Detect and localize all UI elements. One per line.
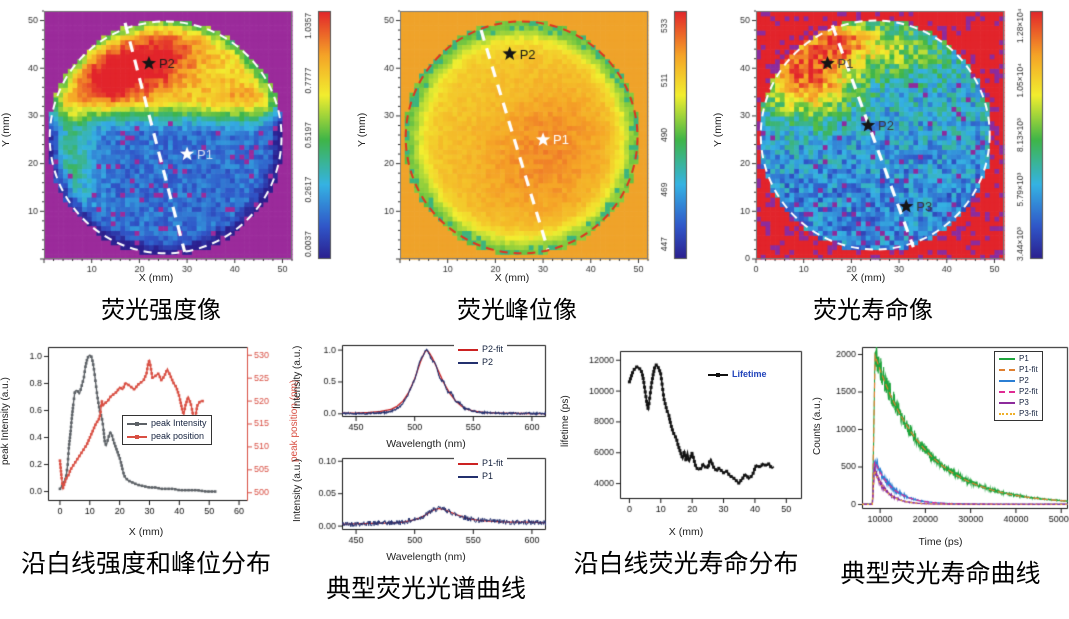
fluorescence-lifetime-panel: Y (mm) X (mm) 荧光寿命像	[712, 6, 1068, 325]
y-axis-label: Intensity (a.u.)	[292, 458, 303, 522]
legend-entry: P2-fit	[458, 343, 503, 356]
legend-label: P1-fit	[482, 458, 504, 468]
legend-label: peak position	[151, 431, 205, 441]
lifetime-profile-caption: 沿白线荧光寿命分布	[573, 551, 799, 578]
spectrum-p1-legend: P1-fit P1	[454, 456, 508, 484]
intensity-peak-profile-panel: peak Intensity (a.u.) peak position (nm)…	[0, 339, 300, 605]
x-axis-label: X (mm)	[668, 526, 704, 538]
y-axis-label: Counts (a.u.)	[812, 397, 823, 455]
decay-legend: P1 P1-fit P2 P2-fit P3 P3-fit	[994, 351, 1043, 421]
intensity-image-caption: 荧光强度像	[101, 298, 221, 324]
peak-image-caption: 荧光峰位像	[457, 298, 577, 324]
spectrum-p1-canvas	[304, 452, 554, 552]
left-y-axis-label: peak Intensity (a.u.)	[0, 377, 11, 465]
x-axis-label: Time (ps)	[918, 536, 963, 548]
legend-label: P2-fit	[482, 344, 504, 354]
profile-legend: peak Intensity peak position	[122, 415, 212, 445]
x-axis-label: X (mm)	[128, 526, 164, 538]
y-axis-label: Y (mm)	[712, 112, 724, 148]
lifetime-profile-canvas	[572, 339, 812, 527]
heatmap-row: Y (mm) X (mm) 荧光强度像 Y (mm) X (mm) 荧光峰位像 …	[0, 6, 1069, 325]
x-axis-label: Wavelength (nm)	[386, 438, 466, 450]
profile-caption: 沿白线强度和峰位分布	[20, 551, 271, 578]
legend-label: P3	[1019, 398, 1029, 407]
decay-chart: Counts (a.u.) P1 P1-fit P2 P2-fit P3 P3-…	[812, 339, 1069, 537]
lifetime-image-caption: 荧光寿命像	[813, 298, 933, 324]
peak-heatmap-canvas	[370, 6, 706, 274]
fluorescence-peak-position-panel: Y (mm) X (mm) 荧光峰位像	[356, 6, 712, 325]
legend-label: P1	[1019, 354, 1029, 363]
legend-label: P2-fit	[1019, 387, 1038, 396]
legend-label: P3-fit	[1019, 409, 1038, 418]
p2-fit-swatch	[458, 348, 478, 351]
p2-swatch	[458, 361, 478, 364]
lifetime-profile-chart: lifetime (ps) Lifetime	[560, 339, 812, 527]
spectrum-p1-chart: Intensity (a.u.) P1-fit P1	[292, 452, 554, 552]
legend-entry: P2	[458, 356, 503, 369]
figure: Y (mm) X (mm) 荧光强度像 Y (mm) X (mm) 荧光峰位像 …	[0, 6, 1069, 605]
y-axis-label: Y (mm)	[0, 112, 12, 148]
profile-chart: peak Intensity (a.u.) peak position (nm)…	[0, 339, 300, 527]
peak-heatmap-plot: Y (mm)	[356, 6, 712, 274]
p3-fit-swatch	[999, 412, 1015, 415]
intensity-heatmap-canvas	[14, 6, 350, 274]
x-axis-label: X (mm)	[850, 272, 886, 284]
y-axis-label: Intensity (a.u.)	[292, 345, 303, 409]
legend-entry: Lifetime	[708, 368, 767, 381]
p2-fit-swatch	[999, 390, 1015, 393]
peak-intensity-swatch	[127, 421, 147, 426]
legend-label: peak Intensity	[151, 418, 207, 428]
peak-position-swatch	[127, 434, 147, 439]
legend-entry: peak Intensity	[127, 417, 207, 430]
legend-entry: P1	[458, 470, 503, 483]
p2-swatch	[999, 379, 1015, 382]
lifetime-legend: Lifetime	[704, 367, 771, 382]
decay-caption: 典型荧光寿命曲线	[840, 561, 1041, 588]
charts-row: peak Intensity (a.u.) peak position (nm)…	[0, 339, 1069, 605]
lifetime-profile-panel: lifetime (ps) Lifetime X (mm) 沿白线荧光寿命分布	[560, 339, 812, 605]
legend-entry: P1-fit	[458, 457, 503, 470]
x-axis-label: X (mm)	[138, 272, 174, 284]
x-axis-label: X (mm)	[494, 272, 530, 284]
legend-label: P2	[1019, 376, 1029, 385]
lifetime-heatmap-plot: Y (mm)	[712, 6, 1068, 274]
p3-swatch	[999, 401, 1015, 404]
y-axis-label: Y (mm)	[356, 112, 368, 148]
fluorescence-intensity-panel: Y (mm) X (mm) 荧光强度像	[0, 6, 356, 325]
spectrum-p2-canvas	[304, 339, 554, 439]
spectra-panel: Intensity (a.u.) P2-fit P2 Wavelength (n…	[292, 339, 560, 605]
x-axis-label: Wavelength (nm)	[386, 551, 466, 563]
spectrum-p2-legend: P2-fit P2	[454, 342, 508, 370]
legend-entry: peak position	[127, 430, 207, 443]
lifetime-swatch	[708, 372, 728, 377]
marker-square	[135, 421, 139, 426]
lifetime-heatmap-canvas	[726, 6, 1062, 274]
spectra-caption: 典型荧光光谱曲线	[325, 576, 526, 603]
y-axis-label: lifetime (ps)	[560, 395, 571, 447]
p1-fit-swatch	[458, 462, 478, 465]
legend-label: Lifetime	[732, 369, 767, 379]
legend-label: P1-fit	[1019, 365, 1038, 374]
legend-label: P1	[482, 471, 494, 481]
marker-square	[135, 434, 139, 439]
intensity-heatmap-plot: Y (mm)	[0, 6, 356, 274]
spectrum-p2-chart: Intensity (a.u.) P2-fit P2	[292, 339, 554, 439]
legend-label: P2	[482, 357, 494, 367]
p1-swatch	[458, 475, 478, 478]
decay-curves-panel: Counts (a.u.) P1 P1-fit P2 P2-fit P3 P3-…	[812, 339, 1069, 605]
p1-fit-swatch	[999, 368, 1015, 371]
p1-swatch	[999, 357, 1015, 360]
